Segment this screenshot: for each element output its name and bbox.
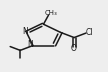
Text: Cl: Cl (85, 28, 93, 37)
Text: CH₃: CH₃ (44, 10, 57, 16)
Text: N: N (27, 40, 33, 49)
Text: O: O (70, 44, 76, 53)
Text: N: N (22, 27, 28, 36)
